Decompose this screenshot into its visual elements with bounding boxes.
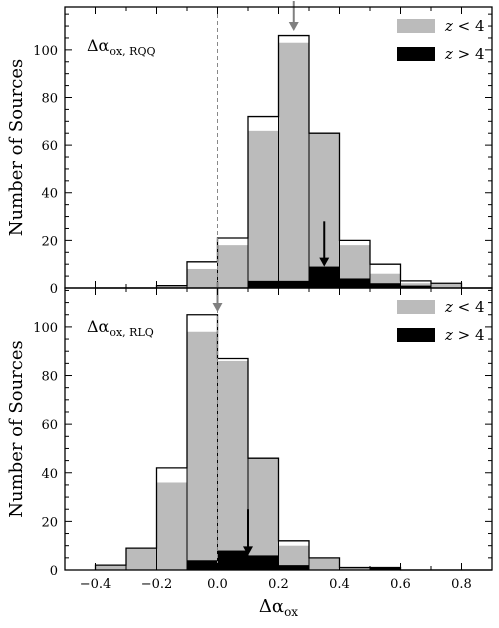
x-tick-label: 0.8: [451, 577, 472, 592]
y-axis-title: Number of Sources: [6, 59, 27, 236]
bar-low-z: [217, 360, 248, 570]
legend-swatch-high-z: [397, 47, 435, 61]
legend-var: z: [444, 45, 453, 63]
x-axis-title-main: Δα: [259, 596, 284, 617]
y-axis-title: Number of Sources: [6, 340, 27, 517]
legend-op: >: [453, 45, 475, 63]
median-high-z-arrow: [243, 509, 253, 556]
panel-label-sub: ox, RQQ: [109, 45, 155, 58]
y-tick-label: 60: [41, 139, 58, 154]
legend-swatch-low-z: [397, 300, 435, 314]
bar-low-z: [248, 130, 279, 288]
legend-label-high-z: z > 4: [444, 45, 485, 63]
legend-op: >: [453, 326, 475, 344]
bar-low-z: [156, 285, 187, 288]
x-tick-label: 0.0: [207, 577, 228, 592]
bar-low-z: [187, 331, 218, 570]
bar-high-z: [278, 280, 309, 288]
y-tick-label: 100: [33, 44, 58, 59]
x-tick-label: 0.2: [268, 577, 289, 592]
bar-low-z: [248, 458, 279, 570]
panel-1: 0 20 40 60 80 100 Number of Sources Δαox, RQQ z …: [6, 1, 493, 297]
legend-label-low-z: z < 4: [444, 298, 485, 316]
bar-low-z: [156, 482, 187, 570]
y-tick-label: 20: [41, 234, 58, 249]
bar-high-z: [248, 280, 279, 288]
x-axis-title-sub: ox: [284, 605, 298, 619]
arrow-head: [212, 303, 223, 312]
median-low-z-arrow: [288, 1, 299, 31]
legend-var: z: [444, 17, 453, 35]
y-tick-label: 100: [33, 321, 58, 336]
legend-var: z: [444, 298, 453, 316]
panel-label: Δαox, RLQ: [87, 317, 154, 339]
arrow-head: [243, 546, 253, 556]
bar-low-z: [95, 565, 126, 570]
x-tick-label: 0.6: [390, 577, 411, 592]
legend-val: 4: [475, 45, 485, 63]
bar-high-z: [309, 266, 340, 288]
bar-high-z: [187, 560, 218, 570]
median-high-z-arrow: [319, 221, 330, 267]
bar-low-z: [339, 567, 370, 570]
legend-swatch-low-z: [397, 19, 435, 33]
bar-high-z: [248, 555, 279, 570]
bar-high-z: [370, 283, 401, 288]
y-tick-label: 80: [41, 91, 58, 106]
legend: z < 4z > 4: [397, 298, 485, 344]
legend-val: 4: [475, 298, 485, 316]
panel-label-main: Δα: [87, 36, 110, 55]
legend-label-low-z: z < 4: [444, 17, 485, 35]
bar-low-z: [217, 245, 248, 288]
bar-high-z: [339, 278, 370, 288]
x-tick-label: −0.4: [80, 577, 112, 592]
legend-label-high-z: z > 4: [444, 326, 485, 344]
y-tick-label: 80: [41, 370, 58, 385]
legend-var: z: [444, 326, 453, 344]
x-tick-label: 0.4: [329, 577, 350, 592]
bar-low-z: [126, 548, 157, 570]
legend-swatch-high-z: [397, 328, 435, 342]
total-outline: [94, 314, 492, 571]
y-tick-label: 0: [50, 564, 58, 579]
legend: z < 4z > 4: [397, 17, 485, 63]
legend-val: 4: [475, 326, 485, 344]
bar-low-z: [431, 283, 462, 288]
y-tick-label: 40: [41, 187, 58, 202]
y-tick-label: 0: [50, 282, 58, 297]
x-tick-label: −0.2: [141, 577, 173, 592]
bar-high-z: [217, 550, 248, 570]
panel-label: Δαox, RQQ: [87, 36, 156, 58]
legend-op: <: [453, 298, 475, 316]
y-tick-label: 20: [41, 515, 58, 530]
arrow-head: [288, 22, 299, 31]
bar-low-z: [187, 268, 218, 288]
x-axis-title: Δαox: [259, 596, 298, 619]
bar-high-z: [370, 567, 401, 570]
y-tick-label: 40: [41, 467, 58, 482]
bar-high-z: [400, 285, 431, 288]
legend-op: <: [453, 17, 475, 35]
arrow-head: [319, 257, 330, 267]
bar-low-z: [278, 42, 309, 289]
y-tick-label: 60: [41, 418, 58, 433]
panel-label-main: Δα: [87, 317, 110, 336]
bar-low-z: [309, 557, 340, 570]
panel-label-sub: ox, RLQ: [109, 326, 153, 339]
bar-high-z: [278, 565, 309, 570]
legend-val: 4: [475, 17, 485, 35]
